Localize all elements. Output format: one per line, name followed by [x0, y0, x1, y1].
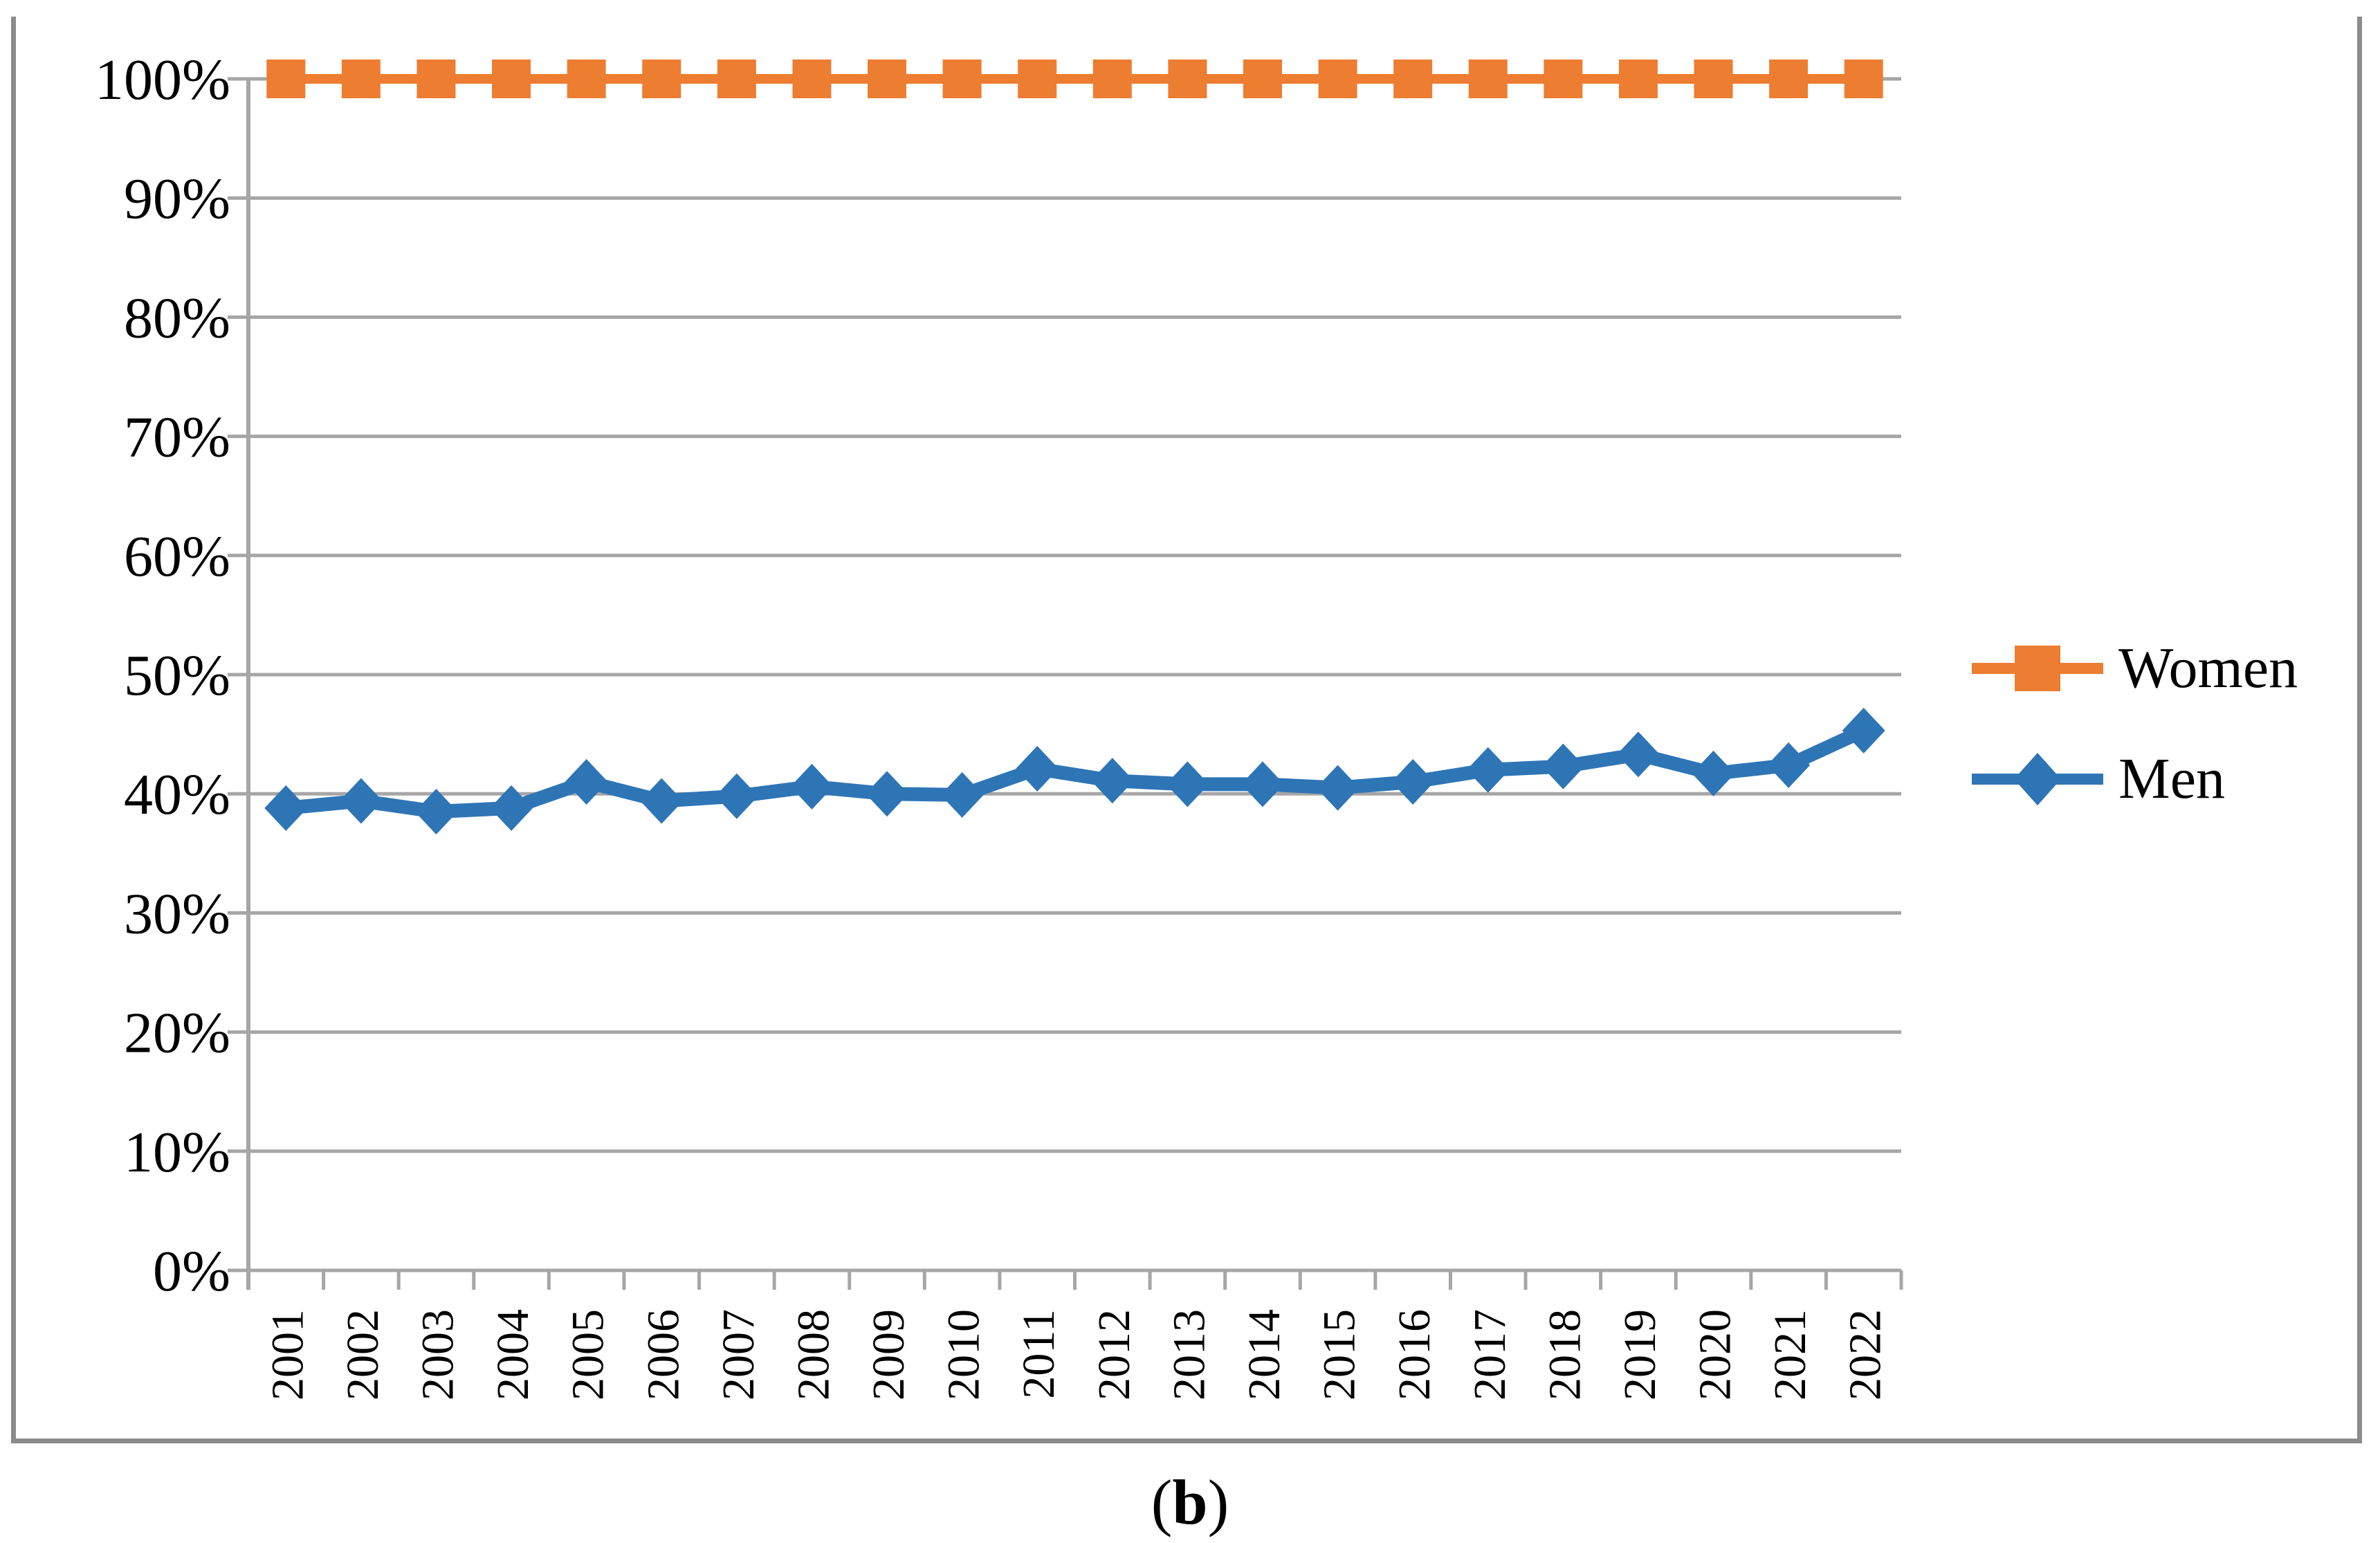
- women-data-point: [416, 60, 456, 98]
- y-tick-label: 30%: [124, 882, 230, 946]
- x-tick-label-year: 2021: [1765, 1309, 1815, 1400]
- men-data-point: [1541, 743, 1585, 789]
- men-data-point: [1166, 761, 1209, 807]
- y-tick-label: 70%: [124, 405, 230, 470]
- men-data-point: [1241, 761, 1284, 807]
- chart-border-frame: [11, 17, 2362, 1443]
- women-data-point: [341, 60, 381, 98]
- men-data-point: [339, 778, 383, 824]
- men-data-point: [790, 763, 834, 810]
- men-data-point: [1391, 758, 1435, 805]
- x-tick-label-year: 2011: [1014, 1309, 1064, 1399]
- x-tick-label-year: 2019: [1615, 1309, 1665, 1400]
- x-tick-label-year: 2018: [1539, 1309, 1590, 1400]
- women-data-point: [942, 60, 982, 98]
- x-tick-label-year: 2017: [1465, 1309, 1515, 1400]
- series-women: [266, 60, 1883, 98]
- men-data-point: [866, 771, 909, 817]
- men-data-point: [264, 785, 308, 831]
- women-data-point: [266, 60, 306, 98]
- women-data-point: [717, 60, 756, 98]
- men-data-point: [640, 778, 684, 824]
- series-men: [264, 707, 1885, 835]
- men-data-point: [940, 772, 984, 818]
- caption-letter: b: [1172, 1467, 1208, 1537]
- y-tick-label: 90%: [124, 167, 230, 231]
- x-tick-label-year: 2008: [788, 1309, 839, 1400]
- women-data-point: [1318, 60, 1357, 98]
- women-data-point: [1694, 60, 1733, 98]
- women-data-point: [1844, 60, 1883, 98]
- x-tick-label-year: 2012: [1089, 1309, 1139, 1400]
- men-data-point: [1316, 765, 1360, 811]
- y-tick-label: 100%: [95, 48, 230, 112]
- x-tick-label-year: 2005: [563, 1309, 614, 1400]
- x-tick-label-year: 2010: [939, 1309, 989, 1400]
- women-data-point: [1393, 60, 1433, 98]
- women-data-point: [1018, 60, 1057, 98]
- x-tick-label-year: 2001: [262, 1309, 313, 1400]
- men-data-point: [1692, 750, 1735, 796]
- y-tick-label: 0%: [153, 1239, 230, 1304]
- women-data-point: [1243, 60, 1282, 98]
- x-tick-label-year: 2013: [1164, 1309, 1214, 1400]
- y-axis-ticks: [228, 77, 248, 1272]
- men-data-point: [414, 789, 458, 835]
- y-tick-label: 10%: [124, 1120, 230, 1185]
- x-tick-label-year: 2003: [412, 1309, 463, 1400]
- men-data-point: [1016, 746, 1059, 792]
- x-tick-label-year: 2004: [488, 1309, 538, 1400]
- x-tick-label-year: 2016: [1389, 1309, 1440, 1400]
- figure-caption: (b): [0, 1466, 2380, 1539]
- men-data-point: [1616, 731, 1660, 778]
- men-data-point: [1767, 742, 1811, 788]
- men-data-point: [1842, 707, 1885, 754]
- men-data-point: [565, 758, 608, 805]
- y-tick-label: 60%: [124, 524, 230, 589]
- women-data-point: [642, 60, 681, 98]
- y-tick-label: 40%: [124, 763, 230, 827]
- women-data-point: [1769, 60, 1809, 98]
- men-data-point: [490, 785, 533, 831]
- x-tick-label-year: 2014: [1239, 1309, 1290, 1400]
- women-data-point: [1168, 60, 1207, 98]
- x-tick-label-year: 2006: [638, 1309, 688, 1400]
- gridlines: [248, 77, 1901, 1272]
- men-data-point: [715, 773, 758, 819]
- x-tick-label-year: 2020: [1690, 1309, 1741, 1400]
- women-data-point: [792, 60, 832, 98]
- x-tick-label-year: 2009: [863, 1309, 914, 1400]
- y-tick-label: 20%: [124, 1001, 230, 1066]
- men-data-point: [1466, 747, 1510, 793]
- women-data-point: [567, 60, 606, 98]
- women-data-point: [868, 60, 907, 98]
- women-data-point: [1092, 60, 1132, 98]
- women-data-point: [1544, 60, 1583, 98]
- men-data-point: [1090, 758, 1134, 804]
- x-tick-label-year: 2002: [338, 1309, 388, 1400]
- y-axis-labels: 0% 10% 20% 30% 40% 50% 60% 70% 80% 90% 100%: [95, 48, 230, 1304]
- x-tick-label-year: 2007: [713, 1309, 764, 1400]
- y-tick-label: 80%: [124, 286, 230, 350]
- women-data-point: [1618, 60, 1658, 98]
- x-axis-ticks: [246, 1270, 1903, 1290]
- women-data-point: [492, 60, 531, 98]
- y-tick-label: 50%: [124, 643, 230, 708]
- caption-open-paren: (: [1151, 1467, 1173, 1537]
- x-tick-label-year: 2022: [1840, 1309, 1891, 1400]
- x-tick-label-year: 2015: [1315, 1309, 1365, 1400]
- x-axis-labels: 2001 2002 2003 2004 2005 2006 2007 2008 2009 2010…: [262, 1309, 1890, 1400]
- caption-close-paren: ): [1207, 1467, 1229, 1537]
- women-data-point: [1468, 60, 1508, 98]
